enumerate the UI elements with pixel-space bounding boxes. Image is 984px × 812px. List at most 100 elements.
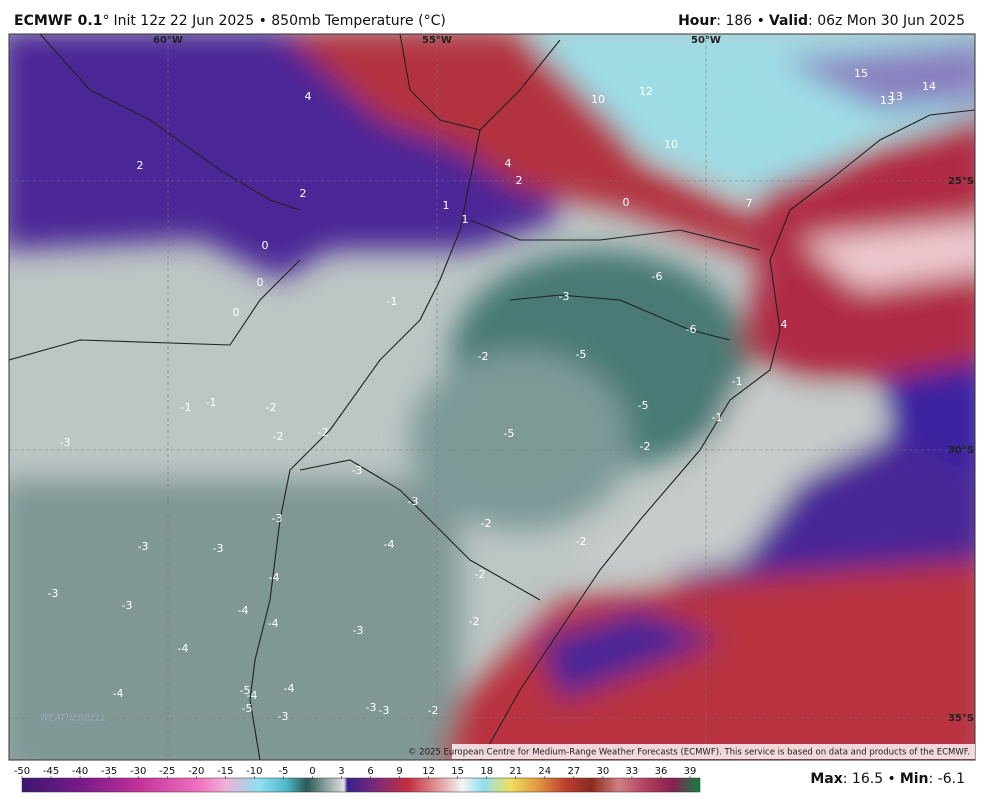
colorbar-tick-label: 12 [422,766,435,777]
contour-label: -4 [284,682,295,695]
longitude-label: 55°W [422,35,452,46]
contour-label: -4 [269,571,280,584]
footer-stats: Max: 16.5 • Min: -6.1 [810,771,965,787]
colorbar-tick-label: 27 [567,766,580,777]
colorbar-tick-label: 0 [309,766,315,777]
contour-label: 1 [462,213,469,226]
hour-text: : 186 • [716,13,765,29]
colorbar-tick-label: 3 [338,766,344,777]
contour-label: -2 [469,615,480,628]
latitude-label: 35°S [948,713,974,724]
colorbar-tick-label: -25 [159,766,175,777]
contour-label: -3 [48,587,59,600]
contour-label: -4 [268,617,279,630]
contour-label: 1 [443,199,450,212]
contour-label: 4 [505,157,512,170]
contour-label: -4 [247,689,258,702]
contour-label: -5 [504,427,515,440]
valid-text: : 06z Mon 30 Jun 2025 [808,13,965,29]
contour-label: -5 [638,399,649,412]
contour-label: -6 [686,323,697,336]
contour-label: 4 [781,318,788,331]
contour-label: 0 [257,276,264,289]
contour-label: -3 [138,540,149,553]
colorbar-tick-label: 15 [451,766,464,777]
contour-label: -3 [366,701,377,714]
copyright-bg [452,744,975,759]
model: ECMWF 0.1 [14,13,102,29]
contour-label: -2 [481,517,492,530]
latitude-label: 25°S [948,176,974,187]
max-label: Max [810,771,842,787]
logo: WEATHERBELL [40,714,106,724]
contour-label: 14 [922,80,936,93]
map-labels: 60°W 55°W 50°W25°S30°S35°S4221100042010121… [48,35,975,724]
graticule [9,34,975,760]
colorbar-tick-label: 36 [655,766,668,777]
contour-label: -3 [353,624,364,637]
contour-label: -5 [576,348,587,361]
colorbar-tick-label: -50 [14,766,30,777]
contour-label: -2 [273,430,284,443]
contour-label: -2 [475,568,486,581]
latitude-label: 30°S [948,445,974,456]
contour-label: 0 [623,196,630,209]
contour-label: 10 [664,138,678,151]
longitude-label: 60°W [153,35,183,46]
colorbar-tick-label: 6 [367,766,373,777]
contour-label: -2 [266,401,277,414]
contour-label: -3 [408,495,419,508]
colorbar-tick-label: 21 [509,766,522,777]
contour-label: -2 [478,350,489,363]
min-value: : -6.1 [929,771,965,787]
contour-label: -5 [240,684,251,697]
colorbar-tick-label: -35 [101,766,117,777]
description: Init 12z 22 Jun 2025 • 850mb Temperature… [113,13,445,29]
contour-label: -6 [652,270,663,283]
contour-label: -2 [576,535,587,548]
contour-label: -2 [428,704,439,717]
contour-label: -3 [379,704,390,717]
coastlines-borders [9,34,975,760]
longitude-label: 50°W [691,35,721,46]
colorbar-tick-label: -15 [217,766,233,777]
contour-label: -3 [213,542,224,555]
contour-label: -3 [60,436,71,449]
colorbar-tick-label: 24 [538,766,551,777]
contour-label: 7 [746,197,753,210]
colorbar-tick-label: -30 [130,766,146,777]
contour-label: -3 [352,464,363,477]
hour-label: Hour [678,13,716,29]
contour-label: 0 [262,239,269,252]
colorbar-tick-label: -40 [72,766,88,777]
header-left: ECMWF 0.1° Init 12z 22 Jun 2025 • 850mb T… [14,13,446,29]
colorbar-tick-label: 9 [396,766,402,777]
contour-label: -3 [272,512,283,525]
contour-label: -2 [318,426,329,439]
contour-label: 15 [854,67,868,80]
contour-label: 2 [137,159,144,172]
contour-label: -1 [387,295,398,308]
contour-label: 4 [305,90,312,103]
contour-label: 2 [300,187,307,200]
contour-label: 10 [591,93,605,106]
min-label: Min [900,771,929,787]
contour-label: -3 [559,290,570,303]
contour-label: -1 [206,396,217,409]
colorbar-tick-label: 30 [597,766,610,777]
map-field [9,34,975,760]
contour-label: -1 [732,375,743,388]
colorbar-tick-label: 18 [480,766,493,777]
contour-label: -3 [278,710,289,723]
contour-label: -1 [712,411,723,424]
contour-label: 0 [233,306,240,319]
colorbar [21,777,701,793]
colorbar-tick-label: -10 [246,766,262,777]
colorbar-tick-label: -20 [188,766,204,777]
degree: ° [102,13,109,29]
header-right: Hour: 186 • Valid: 06z Mon 30 Jun 2025 [678,13,965,29]
copyright: © 2025 European Centre for Medium-Range … [408,748,970,758]
contour-label: -3 [122,599,133,612]
contour-label: -5 [242,702,253,715]
